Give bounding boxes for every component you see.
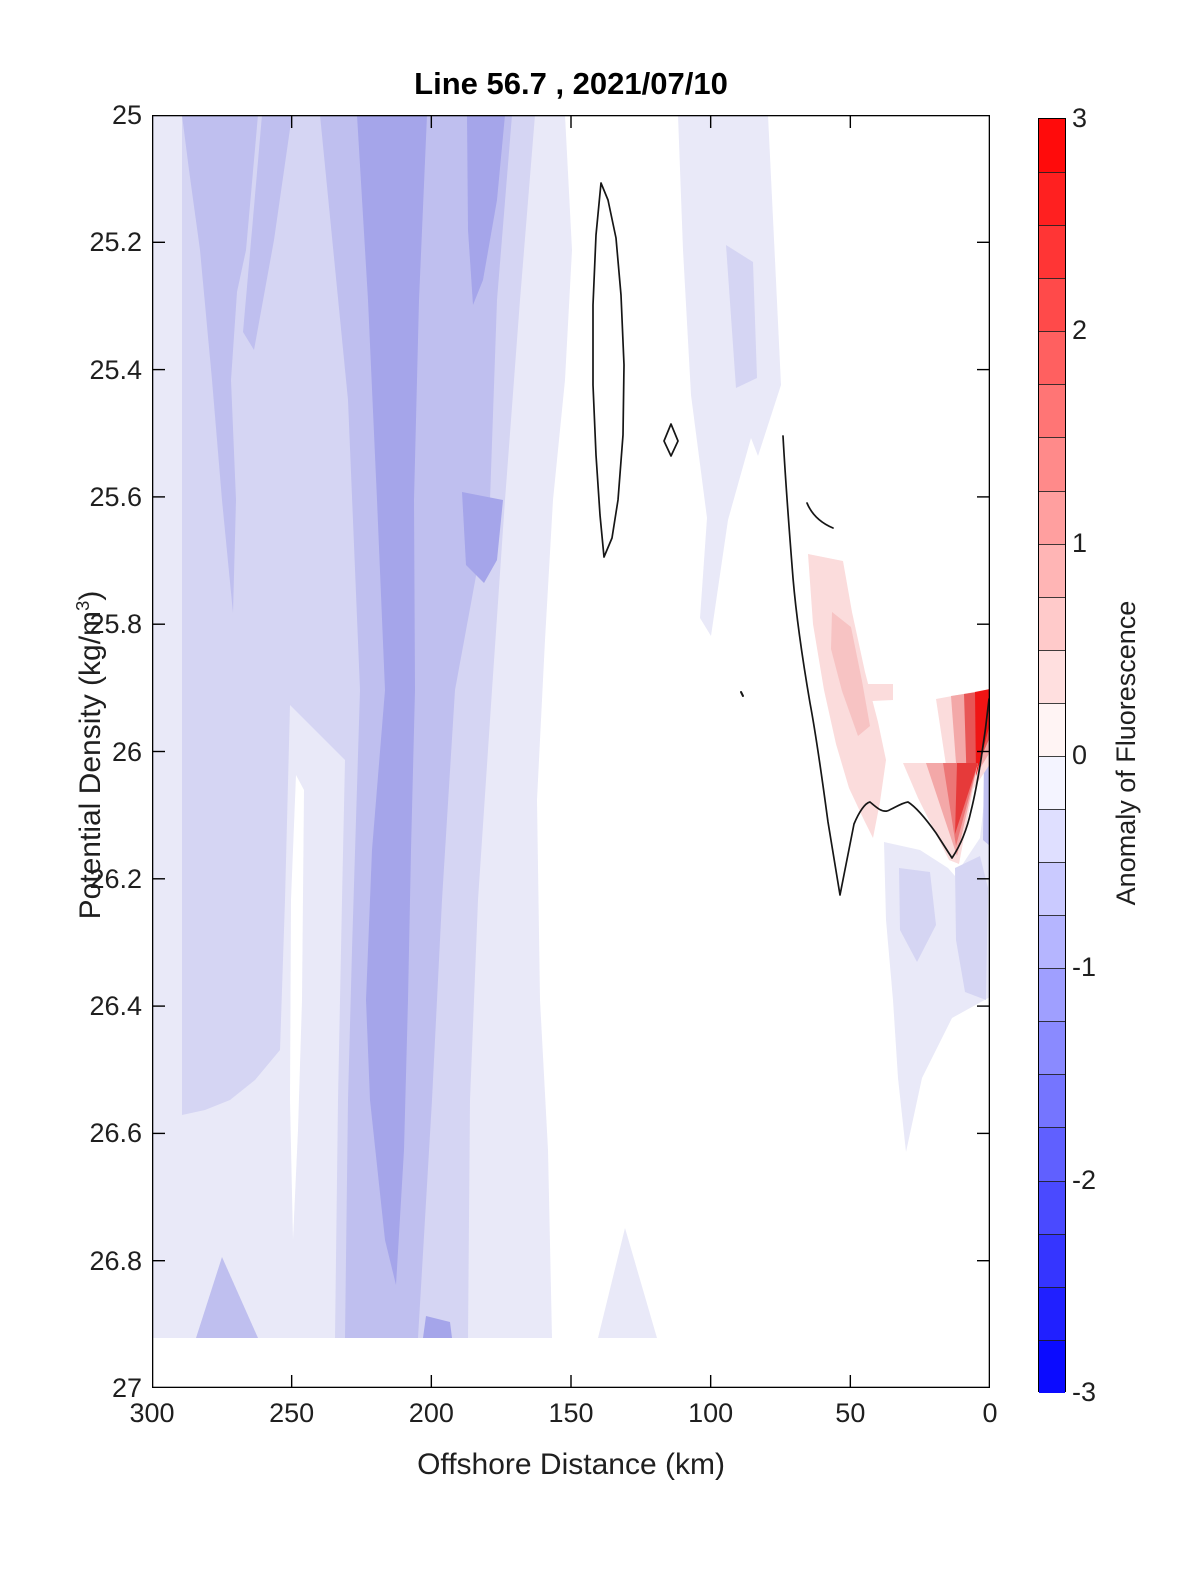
fill-coastal-plume-m025 <box>884 755 990 1152</box>
colorbar <box>1038 118 1066 1393</box>
fill-core-m100 <box>357 115 427 1285</box>
y-tick-label-25.8: 25.8 <box>89 609 142 640</box>
colorbar-segment-17 <box>1039 1021 1065 1075</box>
colorbar-segment-10 <box>1039 649 1065 703</box>
colorbar-segment-6 <box>1039 437 1065 491</box>
colorbar-tick-label-0: 0 <box>1072 740 1088 770</box>
colorbar-segment-16 <box>1039 968 1065 1022</box>
zero-contour-closed-ellipse <box>592 182 625 558</box>
fill-bottomright-triangle-m025 <box>598 1228 657 1338</box>
colorbar-segment-18 <box>1039 1074 1065 1128</box>
colorbar-segment-5 <box>1039 384 1065 438</box>
fill-coast-fan-p175 <box>955 763 978 834</box>
zero-contour-speck <box>740 691 744 697</box>
colorbar-segment-8 <box>1039 543 1065 597</box>
colorbar-tick-label-1: 1 <box>1072 527 1088 558</box>
colorbar-segment-7 <box>1039 490 1065 544</box>
y-tick-label-25.6: 25.6 <box>89 481 142 512</box>
fill-left-band-lobe-m075 <box>243 115 292 350</box>
y-axis-label-superscript: 3 <box>72 600 93 611</box>
fill-surface-column-m100 <box>467 115 505 305</box>
colorbar-segment-0 <box>1039 119 1065 173</box>
fill-topright-band-m025 <box>678 115 781 636</box>
colorbar-segment-2 <box>1039 225 1065 279</box>
fill-coast-wedge-p275 <box>975 689 990 776</box>
y-tick-label-25.4: 25.4 <box>89 354 142 385</box>
colorbar-segment-21 <box>1039 1233 1065 1287</box>
x-tick-label-150: 150 <box>548 1398 594 1428</box>
x-tick-label-250: 250 <box>269 1398 315 1428</box>
colorbar-segment-13 <box>1039 809 1065 863</box>
y-tick-label-25: 25 <box>111 100 142 130</box>
colorbar-segment-1 <box>1039 172 1065 226</box>
colorbar-segment-14 <box>1039 862 1065 916</box>
x-axis-label: Offshore Distance (km) <box>417 1448 725 1481</box>
fill-pink-stripe-core-p050 <box>831 612 870 736</box>
colorbar-tick-label--3: -3 <box>1072 1377 1097 1407</box>
zero-contour-diamond <box>663 423 679 457</box>
y-tick-label-26.8: 26.8 <box>89 1245 142 1276</box>
fill-plume-blob-m050 <box>899 868 936 962</box>
fill-bottom-blob-m100 <box>423 1316 452 1338</box>
plot-title: Line 56.7 , 2021/07/10 <box>414 66 728 101</box>
colorbar-segment-11 <box>1039 702 1065 756</box>
colorbar-segment-4 <box>1039 331 1065 385</box>
y-tick-label-26: 26 <box>111 736 142 767</box>
colorbar-segment-9 <box>1039 596 1065 650</box>
x-tick-label-100: 100 <box>688 1398 734 1428</box>
contour-plot-canvas <box>152 115 990 1388</box>
colorbar-tick-label--2: -2 <box>1072 1164 1097 1195</box>
y-tick-label-27: 27 <box>111 1373 142 1403</box>
fill-plume-edge-m050 <box>955 856 988 1000</box>
zero-contour-arc <box>806 502 834 529</box>
x-tick-label-300: 300 <box>129 1398 175 1428</box>
y-tick-label-26.2: 26.2 <box>89 863 142 894</box>
y-axis-label-suffix: ) <box>74 590 107 601</box>
zero-contour-coastal <box>782 435 990 896</box>
colorbar-segment-23 <box>1039 1339 1065 1393</box>
y-axis-label: Potential Density (kg/m3) <box>61 375 107 1135</box>
y-tick-label-26.6: 26.6 <box>89 1118 142 1149</box>
colorbar-segment-19 <box>1039 1127 1065 1181</box>
x-tick-label-50: 50 <box>835 1398 866 1428</box>
colorbar-segment-20 <box>1039 1180 1065 1234</box>
fill-bottomleft-triangle-m075 <box>196 1257 258 1338</box>
y-axis-label-text: Potential Density (kg/m <box>74 610 107 920</box>
y-tick-label-26.4: 26.4 <box>89 991 142 1022</box>
colorbar-segment-3 <box>1039 278 1065 332</box>
colorbar-tick-label-3: 3 <box>1072 103 1088 133</box>
colorbar-tick-label-2: 2 <box>1072 315 1088 346</box>
colorbar-segment-22 <box>1039 1286 1065 1340</box>
x-tick-label-200: 200 <box>408 1398 454 1428</box>
y-tick-label-25.2: 25.2 <box>89 227 142 258</box>
fill-coast-strip-m075 <box>983 752 990 846</box>
fill-mid-blob-m100 <box>462 492 503 583</box>
colorbar-label: Anomaly of Fluorescence <box>1111 600 1141 906</box>
fill-white-sliver <box>290 775 304 1240</box>
colorbar-segment-12 <box>1039 755 1065 810</box>
colorbar-tick-label--1: -1 <box>1072 952 1097 983</box>
colorbar-segment-15 <box>1039 915 1065 969</box>
fill-left-band-m075 <box>182 115 258 613</box>
x-tick-label-0: 0 <box>982 1398 998 1428</box>
fill-topright-band-core-m050 <box>726 245 757 388</box>
